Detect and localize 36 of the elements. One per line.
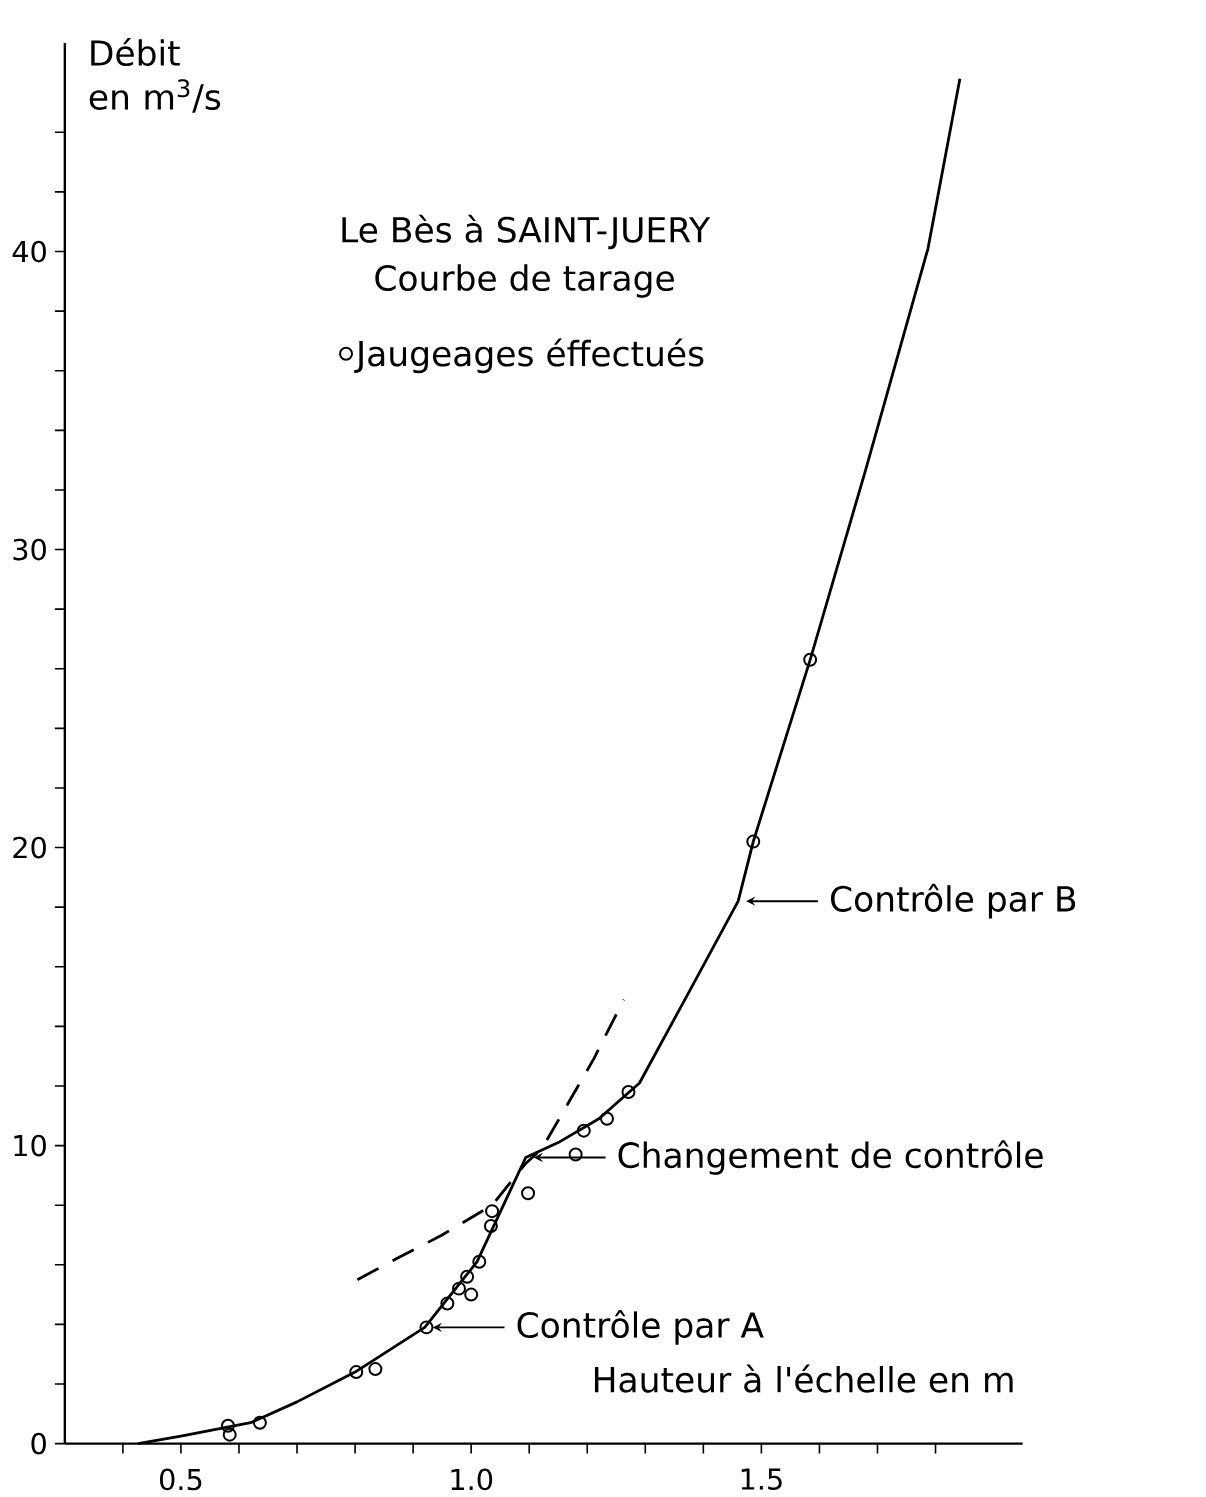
- point: [746, 834, 761, 849]
- y-axis-title: Débit en m$^{3}$/s: [89, 37, 221, 113]
- point: [460, 1269, 475, 1284]
- point: [440, 1296, 455, 1311]
- point: [485, 1204, 499, 1219]
- point: [621, 1084, 636, 1099]
- x-tick-label: 0.5: [159, 1468, 202, 1491]
- point: [222, 1427, 237, 1442]
- point: [368, 1362, 383, 1377]
- y-tick-label: 40: [12, 240, 46, 263]
- point: [576, 1123, 591, 1138]
- legend-label: Jaugeages éffectués: [354, 338, 704, 374]
- y-tick-label: 10: [14, 1134, 46, 1157]
- point: [472, 1254, 487, 1269]
- point: [349, 1365, 364, 1380]
- point: [483, 1219, 498, 1234]
- point: [220, 1418, 235, 1433]
- text: Le Bès à SAINT-JUERY: [342, 214, 711, 250]
- point: [803, 652, 818, 667]
- y-tick-label: 20: [13, 836, 46, 859]
- point: [599, 1111, 614, 1126]
- point: [568, 1147, 583, 1162]
- x-axis-title: Hauteur à l'échelle en m: [594, 1364, 1013, 1393]
- x-tick-label: 1.0: [451, 1468, 493, 1491]
- point: [419, 1320, 434, 1335]
- y-tick-label: 30: [13, 538, 46, 561]
- x-tick-label: 1.5: [741, 1468, 782, 1490]
- y-tick-label: 0: [31, 1432, 46, 1455]
- point: [451, 1281, 466, 1296]
- point: [252, 1415, 267, 1430]
- text: Courbe de tarage: [375, 264, 674, 298]
- point: [464, 1287, 479, 1302]
- annotation: Contrôle par B: [830, 883, 1076, 919]
- annotation: Changement de contrôle: [618, 1140, 1043, 1175]
- point: [521, 1186, 535, 1201]
- annotation: Contrôle par A: [517, 1310, 764, 1345]
